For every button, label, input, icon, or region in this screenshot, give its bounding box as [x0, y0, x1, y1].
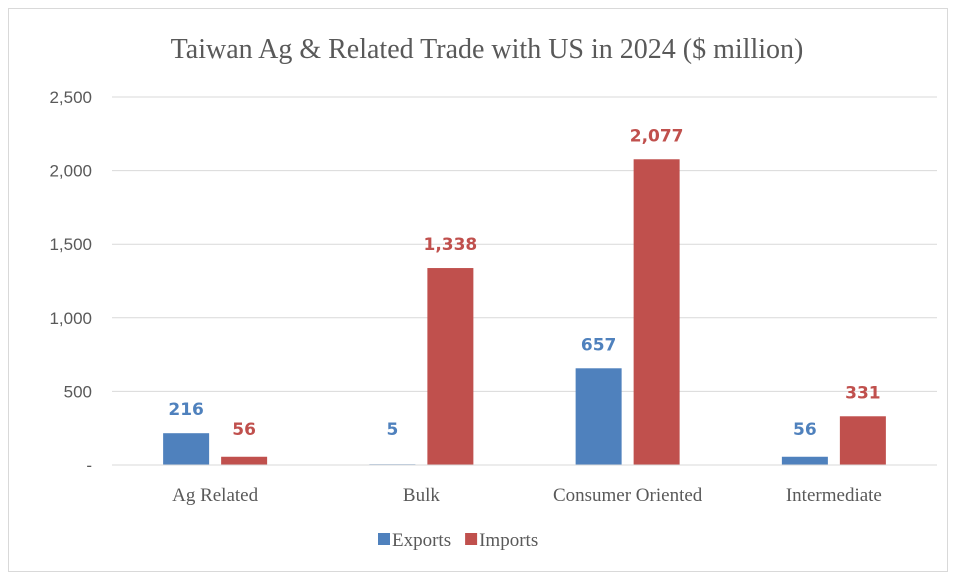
x-tick-label: Ag Related: [172, 485, 259, 506]
legend-label-imports: Imports: [479, 530, 538, 551]
bar-imports: [427, 268, 474, 465]
data-label-exports: 56: [793, 420, 817, 440]
y-tick-label: 2,000: [49, 162, 92, 181]
y-tick-label: -: [86, 456, 92, 475]
data-label-exports: 5: [386, 420, 398, 440]
gridlines: [112, 96, 937, 466]
y-axis: - 500 1,000 1,500 2,000 2,500: [49, 88, 92, 475]
bar-imports: [839, 416, 886, 465]
bar-imports: [633, 159, 680, 465]
data-label-exports: 216: [168, 400, 204, 420]
data-label-imports: 331: [845, 383, 881, 403]
legend-label-exports: Exports: [392, 530, 451, 551]
y-tick-label: 1,000: [49, 309, 92, 328]
y-tick-label: 2,500: [49, 88, 92, 107]
x-tick-label: Bulk: [403, 485, 440, 506]
data-label-exports: 657: [581, 335, 617, 355]
x-tick-label: Consumer Oriented: [553, 485, 703, 506]
data-labels: 216 56 5 1,338 657 2,077 56 331: [168, 126, 880, 440]
bar-exports: [781, 456, 828, 465]
legend-swatch-imports: [465, 533, 478, 545]
bar-exports: [575, 368, 622, 465]
x-axis: Ag Related Bulk Consumer Oriented Intermedi…: [112, 464, 937, 506]
bar-imports: [221, 456, 268, 465]
legend: Exports Imports: [378, 530, 538, 551]
y-tick-label: 1,500: [49, 235, 92, 254]
y-tick-label: 500: [64, 382, 92, 401]
chart-title: Taiwan Ag & Related Trade with US in 202…: [171, 34, 804, 65]
data-label-imports: 1,338: [423, 235, 477, 255]
legend-swatch-exports: [378, 533, 390, 545]
bar-exports: [163, 433, 210, 465]
chart-frame: [8, 8, 948, 572]
x-tick-label: Intermediate: [786, 485, 882, 506]
data-label-imports: 2,077: [630, 126, 684, 146]
bars: [163, 159, 886, 466]
data-label-imports: 56: [232, 420, 256, 440]
